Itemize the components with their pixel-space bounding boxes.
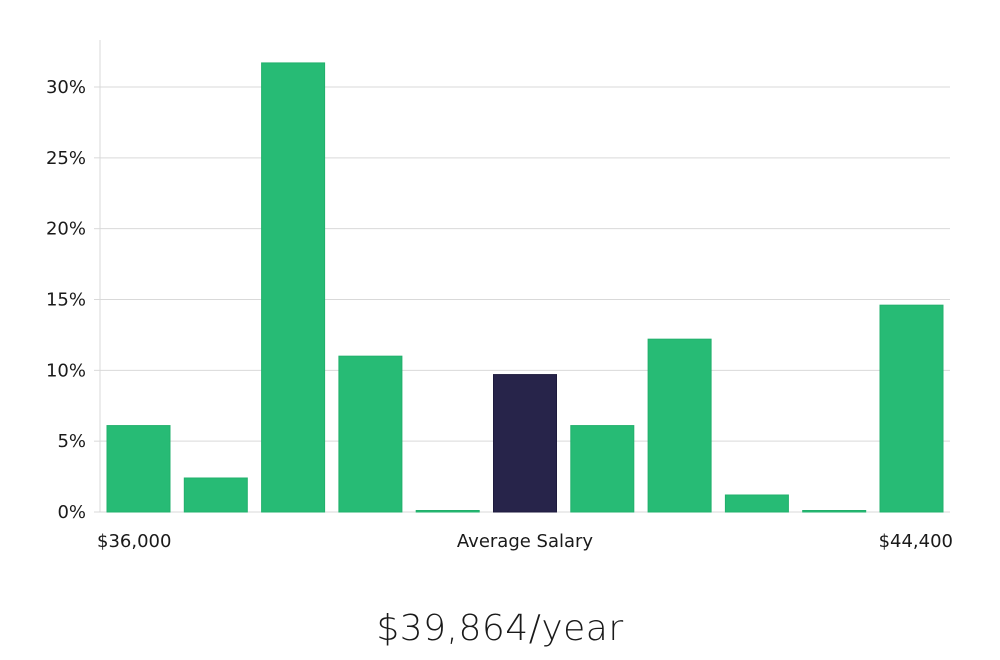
bar-average-salary: [493, 374, 557, 513]
y-tick-label-15: 15%: [46, 290, 86, 311]
bar-2: [183, 477, 248, 513]
bar-4: [338, 355, 403, 513]
salary-histogram: 0% 5% 10% 15% 20% 25% 30% $36,000 Average Sala…: [46, 40, 953, 552]
y-axis-tick-labels: 0% 5% 10% 15% 20% 25% 30%: [46, 77, 86, 523]
y-tick-label-10: 10%: [46, 360, 86, 381]
bar-7: [570, 425, 635, 513]
bar-11: [879, 304, 944, 513]
bar-9: [724, 494, 789, 513]
y-tick-label-20: 20%: [46, 219, 86, 240]
average-salary-headline: $39,864/year: [376, 608, 624, 649]
y-gridlines: [94, 86, 950, 513]
y-tick-label-0: 0%: [57, 502, 86, 523]
x-label-center: Average Salary: [457, 531, 594, 552]
bar-10: [802, 510, 867, 513]
bar-8: [647, 338, 712, 513]
y-tick-label-30: 30%: [46, 77, 86, 98]
histogram-bars: [106, 62, 944, 513]
x-label-max: $44,400: [879, 531, 953, 552]
y-tick-label-25: 25%: [46, 148, 86, 169]
bar-3: [261, 62, 326, 513]
y-tick-label-5: 5%: [57, 431, 86, 452]
x-label-min: $36,000: [97, 531, 171, 552]
bar-1: [106, 425, 171, 513]
bar-5: [415, 510, 480, 513]
